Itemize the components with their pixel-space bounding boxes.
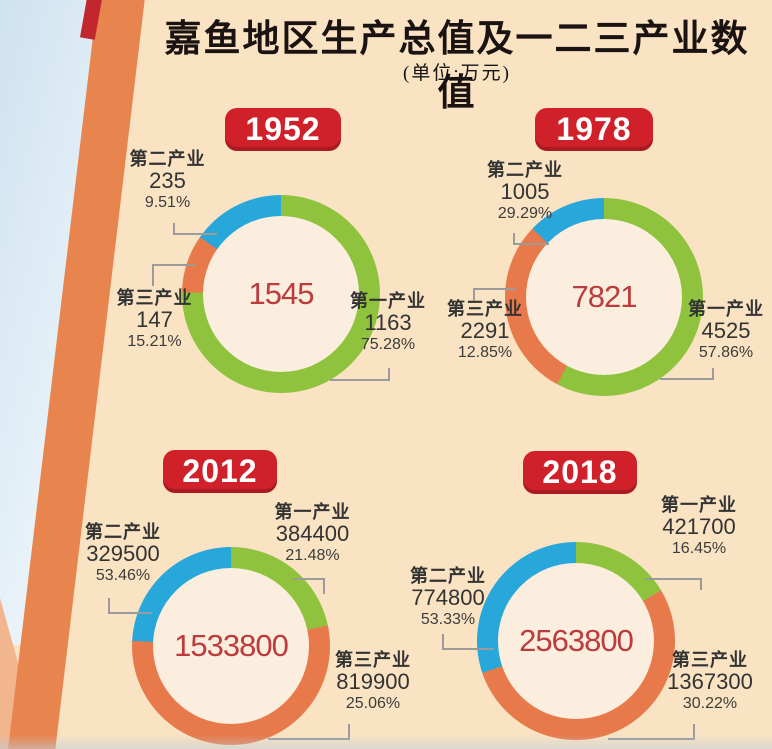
label-tertiary-industry: 第三产业 1367300 30.22% [667,650,753,712]
year-badge-1952: 1952 [225,108,341,151]
leader-line [173,223,217,235]
label-primary-industry: 第一产业 384400 21.48% [274,502,351,564]
label-secondary-industry: 第二产业 329500 53.46% [85,522,161,584]
label-tertiary-industry: 第三产业 2291 12.85% [447,299,523,361]
page-title: 嘉鱼地区生产总值及一二三产业数值 [164,19,750,114]
donut-ring-2018 [477,542,675,740]
leader-line [645,578,702,590]
leader-line [152,264,196,286]
leader-line [660,368,714,380]
label-tertiary-industry: 第三产业 147 15.21% [116,288,193,350]
year-badge-2012: 2012 [163,450,277,493]
bottom-fade-overlay [0,735,772,749]
label-secondary-industry: 第二产业 235 9.51% [129,149,206,211]
donut-total-1952: 1545 [248,276,315,311]
donut-ring-1978 [505,198,703,396]
donut-ring-1952 [182,195,380,393]
leader-line [108,598,152,614]
leader-line [513,233,549,245]
leader-line [473,288,515,301]
leader-line [442,634,494,650]
unit-subtitle: (单位:万元) [403,63,511,84]
label-primary-industry: 第一产业 421700 16.45% [661,495,737,557]
donut-ring-2012 [132,547,330,745]
label-primary-industry: 第一产业 1163 75.28% [350,291,426,353]
label-secondary-industry: 第二产业 1005 29.29% [487,160,563,222]
donut-total-2018: 2563800 [519,623,634,658]
donut-total-1978: 7821 [571,279,638,314]
donut-total-2012: 1533800 [174,628,289,663]
label-tertiary-industry: 第三产业 819900 25.06% [335,650,411,712]
label-secondary-industry: 第二产业 774800 53.33% [410,566,486,628]
leader-line [330,368,390,381]
year-badge-1978: 1978 [535,108,653,151]
year-badge-2018: 2018 [523,451,637,494]
label-primary-industry: 第一产业 4525 57.86% [688,299,764,361]
leader-line [293,578,325,594]
